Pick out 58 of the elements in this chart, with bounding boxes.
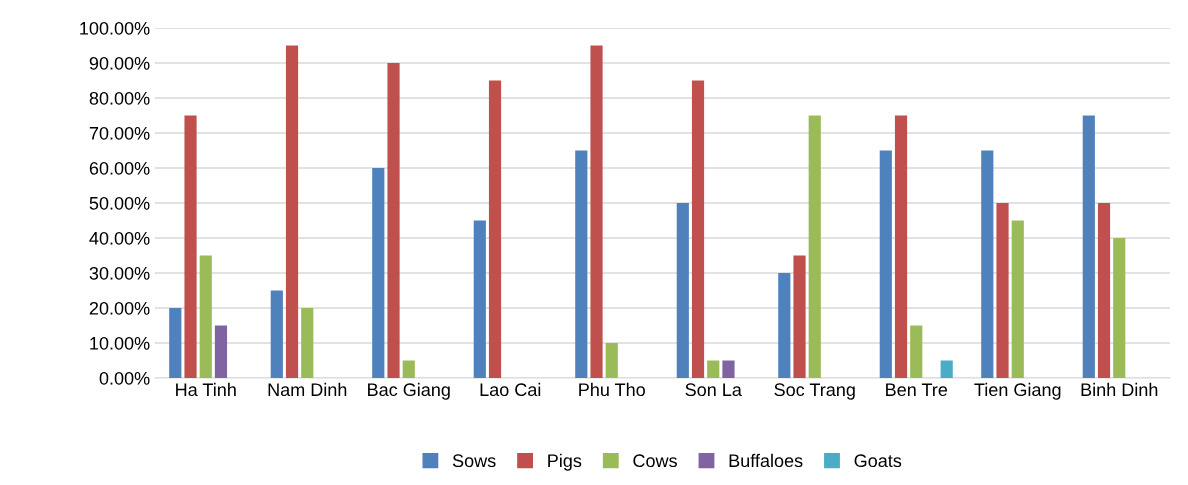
bar bbox=[270, 290, 283, 378]
x-tick-label: Soc Trang bbox=[774, 383, 855, 400]
y-tick-label: 40.00% bbox=[89, 231, 150, 245]
bar bbox=[778, 273, 791, 378]
bar bbox=[590, 45, 603, 378]
x-tick-label: Bac Giang bbox=[368, 382, 450, 400]
bar bbox=[1082, 115, 1095, 378]
legend-label: Cows bbox=[633, 454, 677, 468]
bar bbox=[940, 360, 953, 378]
x-tick-label: Lao Cai bbox=[480, 382, 541, 397]
x-tick-label: Son La bbox=[685, 383, 742, 397]
y-tick-label: 90.00% bbox=[89, 56, 150, 70]
legend-label: Buffaloes bbox=[729, 453, 803, 468]
bar bbox=[676, 203, 689, 378]
y-tick-label: 20.00% bbox=[89, 301, 150, 315]
y-tick-label: 80.00% bbox=[89, 91, 150, 105]
x-tick-label: Tien Giang bbox=[974, 382, 1061, 400]
bar bbox=[473, 220, 486, 378]
bar bbox=[285, 45, 299, 378]
y-tick-label: 0.00% bbox=[99, 371, 150, 385]
bar bbox=[894, 115, 908, 378]
y-tick-label: 10.00% bbox=[90, 336, 150, 350]
bar bbox=[1011, 220, 1024, 378]
bar bbox=[199, 255, 212, 378]
x-tick-label: Nam Dinh bbox=[268, 382, 347, 397]
bar bbox=[387, 63, 400, 378]
legend-label: Goats bbox=[854, 454, 902, 468]
bar bbox=[981, 150, 994, 378]
bar bbox=[707, 360, 720, 378]
bar bbox=[372, 168, 385, 378]
bar bbox=[1113, 238, 1126, 378]
bar bbox=[214, 325, 228, 378]
x-tick-label: Ha Tinh bbox=[176, 382, 236, 397]
bar bbox=[808, 115, 821, 378]
bar bbox=[301, 308, 314, 378]
x-tick-label: Ben Tre bbox=[886, 383, 948, 397]
y-tick-label: 50.00% bbox=[89, 196, 150, 210]
bar bbox=[910, 325, 923, 378]
bar bbox=[691, 80, 705, 378]
x-tick-label: Phu Tho bbox=[579, 382, 645, 397]
bar bbox=[402, 360, 415, 378]
bar bbox=[793, 255, 806, 378]
bar bbox=[879, 150, 892, 378]
bar bbox=[184, 115, 197, 378]
bar bbox=[488, 80, 502, 378]
legend-label: Sows bbox=[452, 454, 496, 468]
y-tick-label: 30.00% bbox=[89, 266, 150, 280]
y-tick-label: 70.00% bbox=[89, 126, 150, 140]
x-tick-label: Binh Dinh bbox=[1081, 382, 1158, 396]
bar bbox=[1097, 203, 1111, 378]
y-tick-label: 60.00% bbox=[89, 161, 150, 175]
bar bbox=[996, 203, 1009, 378]
bar bbox=[605, 343, 618, 378]
bar bbox=[575, 150, 588, 378]
bar bbox=[722, 360, 735, 378]
bar bbox=[169, 308, 182, 378]
legend-label: Pigs bbox=[548, 453, 582, 471]
y-tick-label: 100.00% bbox=[80, 21, 150, 35]
